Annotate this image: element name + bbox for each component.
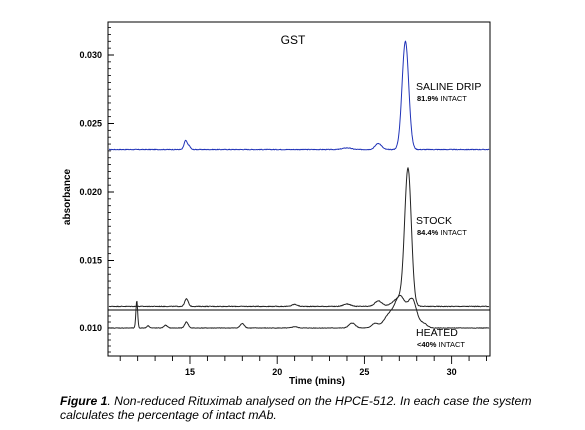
chart-title: GST — [281, 33, 306, 47]
plot-frame — [107, 21, 491, 357]
traces — [108, 40, 490, 329]
series-line — [108, 40, 490, 151]
x-tick-label: 30 — [447, 367, 457, 377]
intact-percent-word: INTACT — [438, 94, 467, 103]
intact-percentage: 84.4% INTACT — [417, 228, 467, 237]
caption-text: . Non-reduced Rituximab analysed on the … — [60, 394, 532, 422]
intact-percentage: <40% INTACT — [417, 340, 465, 349]
series-name-label: STOCK — [416, 215, 452, 227]
x-tick-label: 20 — [272, 367, 282, 377]
intact-percent-word: INTACT — [436, 340, 465, 349]
figure-caption: Figure 1. Non-reduced Rituximab analysed… — [60, 394, 540, 424]
x-tick-label: 15 — [185, 367, 195, 377]
series-line — [108, 167, 490, 308]
y-tick-label: 0.025 — [79, 119, 102, 129]
y-axis-title: absorbance — [62, 168, 73, 225]
y-tick-label: 0.010 — [79, 323, 102, 333]
series-name-label: HEATED — [416, 327, 458, 339]
intact-percent-word: INTACT — [438, 228, 467, 237]
intact-percent-value: 84.4% — [417, 228, 439, 237]
y-tick-label: 0.015 — [79, 256, 102, 266]
y-tick-label: 0.030 — [79, 50, 102, 60]
plot-border — [107, 21, 491, 357]
chromatogram-chart: 0.010 0.015 0.020 0.025 0.030 15 20 25 30 SALIN… — [62, 21, 491, 387]
intact-percent-value: <40% — [417, 340, 437, 349]
y-tick-label: 0.020 — [79, 187, 102, 197]
x-axis: 15 20 25 30 — [119, 356, 487, 377]
intact-percentage: 81.9% INTACT — [417, 94, 467, 103]
intact-percent-value: 81.9% — [417, 94, 439, 103]
caption-lead: Figure 1 — [60, 394, 108, 408]
x-axis-title: Time (mins) — [289, 376, 345, 387]
x-tick-label: 25 — [359, 367, 369, 377]
y-axis: 0.010 0.015 0.020 0.025 0.030 — [79, 27, 114, 353]
series-name-label: SALINE DRIP — [416, 81, 481, 93]
series-line — [108, 294, 490, 329]
